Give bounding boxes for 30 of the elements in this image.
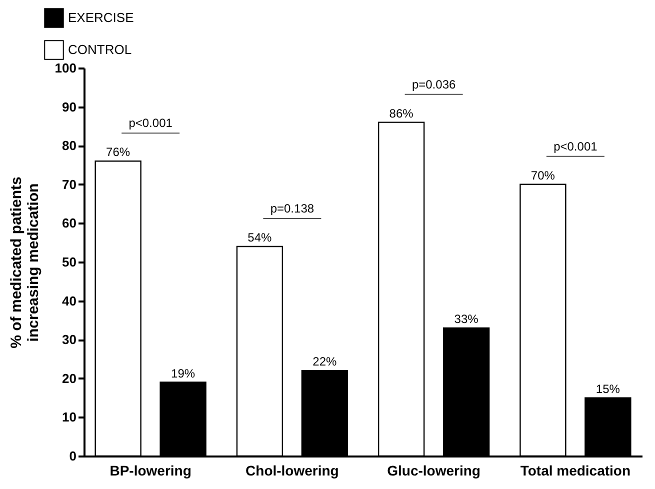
y-tick-label: 50 <box>62 254 76 270</box>
legend-label: CONTROL <box>68 42 132 57</box>
annotation: p<0.001 <box>554 139 598 154</box>
annotation: p<0.001 <box>128 116 173 130</box>
y-tick-label: 20 <box>62 370 76 386</box>
data-label: 22% <box>312 354 338 369</box>
data-label: 19% <box>171 366 196 380</box>
data-label: 76% <box>106 145 130 160</box>
data-label: 54% <box>248 230 272 244</box>
y-axis-title: % of medicated patients increasing medication <box>8 176 42 348</box>
y-tick-label: 70 <box>62 176 76 192</box>
y-tick-label: 60 <box>62 216 76 231</box>
y-tick-label: 10 <box>62 410 76 425</box>
y-tick-label: 30 <box>62 332 76 348</box>
y-tick-label: 100 <box>54 60 76 76</box>
x-tick-label: BP-lowering <box>110 462 192 478</box>
x-tick-label: Chol-lowering <box>246 462 339 478</box>
y-tick-label: 90 <box>62 99 76 114</box>
data-label: 15% <box>596 382 620 396</box>
data-label: 86% <box>389 106 414 120</box>
data-label: 70% <box>530 168 556 182</box>
y-tick-label: 40 <box>62 293 76 308</box>
annotation: p=0.036 <box>412 77 456 92</box>
y-tick-label: 0 <box>69 448 76 464</box>
x-tick-label: Total medication <box>520 462 631 478</box>
y-tick-label: 80 <box>62 138 76 154</box>
legend-label: EXERCISE <box>68 10 134 25</box>
data-label: 33% <box>454 312 479 326</box>
annotation: p=0.138 <box>270 201 314 216</box>
x-tick-label: Gluc-lowering <box>387 462 480 478</box>
